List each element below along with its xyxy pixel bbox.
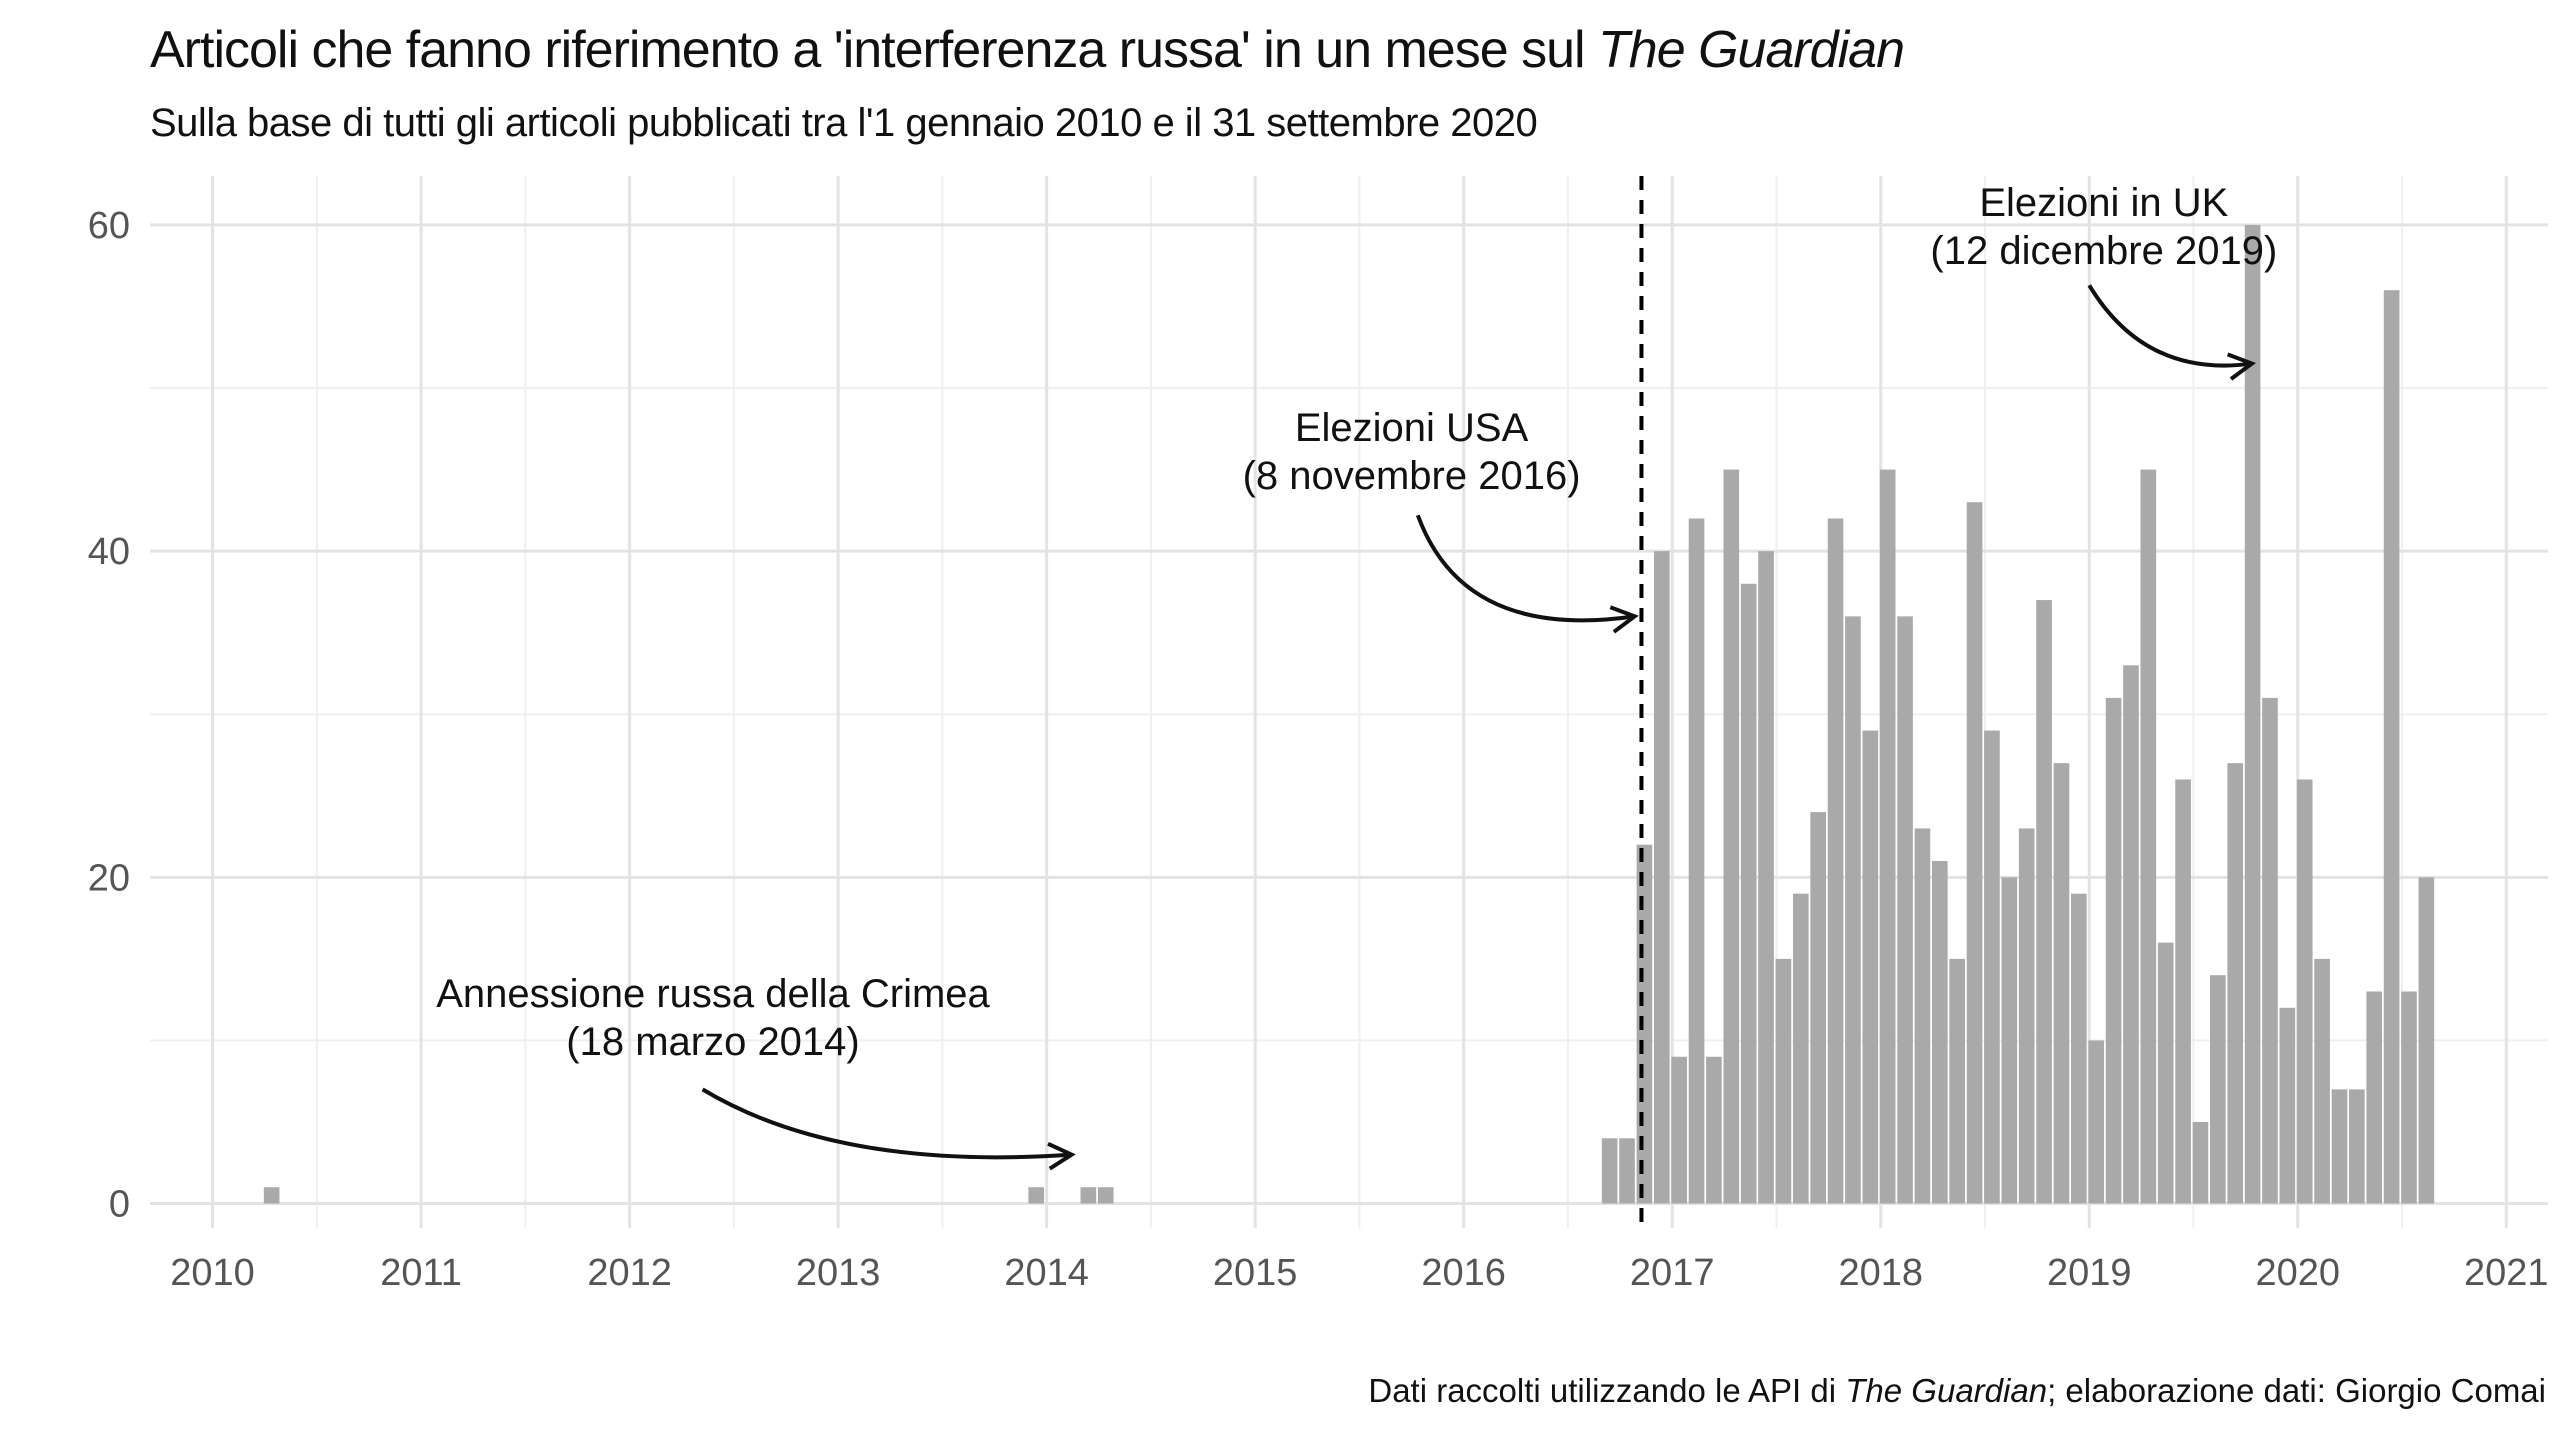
bar	[2088, 1040, 2105, 1204]
x-tick-label: 2017	[1630, 1252, 1715, 1294]
bar	[1792, 893, 1809, 1204]
bar	[1671, 1056, 1687, 1204]
y-tick-label: 20	[88, 857, 130, 899]
bar	[2001, 877, 2018, 1204]
bar	[1688, 518, 1705, 1204]
annotations: Annessione russa della Crimea(18 marzo 2…	[436, 181, 2277, 1171]
bar	[2366, 991, 2383, 1204]
bar	[2279, 1007, 2296, 1204]
bar	[2036, 600, 2052, 1204]
bar	[1949, 958, 1966, 1204]
bar	[1028, 1187, 1045, 1204]
bar	[2123, 665, 2139, 1204]
y-tick-label: 40	[88, 531, 130, 573]
bar	[1653, 551, 1670, 1204]
chart-title: Articoli che fanno riferimento a 'interf…	[150, 18, 1905, 82]
bar	[1619, 1138, 1635, 1204]
chart-title-italic: The Guardian	[1598, 21, 1905, 79]
y-tick-label: 0	[109, 1184, 130, 1226]
bar	[1879, 469, 1896, 1204]
bar	[2227, 763, 2244, 1204]
axes: 0 20 40 60 2010 2011 2012 2013 2014 2015 2016 2017 2…	[88, 205, 2549, 1294]
bar	[1897, 616, 1913, 1204]
caption-prefix: Dati raccolti utilizzando le API di	[1368, 1372, 1837, 1409]
chart-title-main: Articoli che fanno riferimento a 'interf…	[150, 21, 1586, 79]
caption-italic: The Guardian	[1845, 1372, 2048, 1409]
x-tick-label: 2011	[380, 1252, 462, 1294]
bar	[2401, 991, 2417, 1204]
bar	[2331, 1089, 2348, 1204]
annotation-arrowhead	[1047, 1141, 1076, 1171]
x-tick-label: 2012	[587, 1252, 672, 1294]
bar	[1810, 812, 1826, 1204]
x-tick-label: 2010	[170, 1252, 255, 1294]
bar	[2157, 942, 2174, 1204]
annotation-arrowhead	[1609, 605, 1639, 634]
bar	[2244, 224, 2261, 1204]
annotation-arrowhead	[2226, 352, 2257, 381]
annotation-text: (18 marzo 2014)	[566, 1020, 859, 1064]
bar	[1914, 828, 1931, 1204]
bar	[2262, 697, 2278, 1204]
annotation-arrow	[701, 1087, 1072, 1160]
annotation-text: Annessione russa della Crimea	[436, 972, 990, 1016]
bar	[1706, 1056, 1722, 1204]
bar	[2349, 1089, 2365, 1204]
x-tick-label: 2015	[1213, 1252, 1298, 1294]
annotation-arrow	[2087, 284, 2253, 368]
bar	[1827, 518, 1844, 1204]
x-tick-label: 2019	[2047, 1252, 2132, 1294]
annotation-text: (8 novembre 2016)	[1243, 454, 1581, 498]
bar	[1984, 730, 2000, 1204]
bar	[1931, 861, 1948, 1204]
bar	[2210, 975, 2226, 1204]
bar	[2314, 958, 2330, 1204]
bar	[2296, 779, 2313, 1204]
bar	[1080, 1187, 1097, 1204]
bar	[1636, 844, 1653, 1204]
bar	[2192, 1121, 2209, 1204]
bar	[1775, 958, 1792, 1204]
bar	[2175, 779, 2191, 1204]
chart-caption: Dati raccolti utilizzando le API di The …	[1368, 1370, 2546, 1412]
x-tick-label: 2020	[2256, 1252, 2341, 1294]
x-tick-label: 2016	[1421, 1252, 1506, 1294]
chart-subtitle: Sulla base di tutti gli articoli pubblic…	[150, 101, 1538, 145]
bar	[2383, 290, 2400, 1204]
bar	[263, 1187, 280, 1204]
bars	[263, 224, 2435, 1204]
bar	[1601, 1138, 1618, 1204]
annotation-text: Elezioni USA	[1295, 406, 1529, 450]
bar	[1966, 502, 1983, 1204]
caption-suffix: ; elaborazione dati: Giorgio Comai	[2047, 1372, 2546, 1409]
bar	[1740, 583, 1757, 1204]
bar	[1723, 469, 1740, 1204]
bar	[2140, 469, 2157, 1204]
y-tick-label: 60	[88, 205, 130, 247]
bar	[2105, 697, 2122, 1204]
bar	[1758, 551, 1774, 1204]
x-tick-label: 2014	[1004, 1252, 1089, 1294]
bar	[2071, 893, 2087, 1204]
bar	[1845, 616, 1861, 1204]
bar	[1862, 730, 1879, 1204]
bar	[2418, 877, 2435, 1204]
annotation-text: (12 dicembre 2019)	[1930, 229, 2277, 273]
bar	[1097, 1187, 1114, 1204]
annotation-arrow	[1415, 514, 1635, 623]
bar	[2018, 828, 2035, 1204]
x-tick-label: 2018	[1838, 1252, 1923, 1294]
x-tick-label: 2013	[796, 1252, 881, 1294]
x-tick-label: 2021	[2464, 1252, 2549, 1294]
annotation-text: Elezioni in UK	[1979, 181, 2228, 225]
bar	[2053, 763, 2070, 1204]
